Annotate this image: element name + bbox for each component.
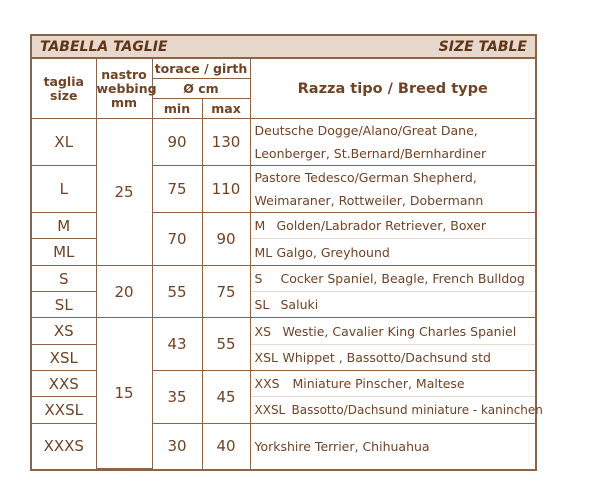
min-cell: 35 xyxy=(151,370,203,424)
breed-cell: Pastore Tedesco/German Shepherd, Weimaran… xyxy=(249,165,535,213)
table-row: XSL XSL Whippet , Bassotto/Dachsund std xyxy=(32,344,535,371)
min-cell: 55 xyxy=(151,265,203,318)
breed-cell: S Cocker Spaniel, Beagle, French Bulldog xyxy=(249,265,535,292)
table-title-bar: TABELLA TAGLIE SIZE TABLE xyxy=(32,36,535,59)
max-cell: 110 xyxy=(201,165,251,213)
breed-cell: SL Saluki xyxy=(249,291,535,318)
size-cell: ML xyxy=(32,238,97,266)
size-cell: S xyxy=(32,265,97,292)
max-cell: 130 xyxy=(201,118,251,166)
breed-cell: XS Westie, Cavalier King Charles Spaniel xyxy=(249,317,535,345)
size-cell: XXS xyxy=(32,370,97,397)
table-row: ML ML Galgo, Greyhound xyxy=(32,238,535,266)
breed-cell: XSL Whippet , Bassotto/Dachsund std xyxy=(249,344,535,371)
breed-cell: XXS Miniature Pinscher, Maltese xyxy=(249,370,535,397)
breed-cell: XXSL Bassotto/Dachsund miniature - kaninc… xyxy=(249,396,543,424)
size-cell: XS xyxy=(32,317,97,345)
size-cell: SL xyxy=(32,291,97,318)
breed-cell: Yorkshire Terrier, Chihuahua xyxy=(249,423,535,469)
header-breed: Razza tipo / Breed type xyxy=(249,59,535,119)
min-cell: 75 xyxy=(151,165,203,213)
webbing-cell: 15 xyxy=(95,317,153,469)
min-cell: 90 xyxy=(151,118,203,166)
table-row: L 75 110 Pastore Tedesco/German Shepherd… xyxy=(32,165,535,213)
breed-cell: M Golden/Labrador Retriever, Boxer xyxy=(249,212,535,239)
size-cell: XXSL xyxy=(32,396,97,424)
table-row: XXXS 30 40 Yorkshire Terrier, Chihuahua xyxy=(32,423,535,469)
webbing-cell: 20 xyxy=(95,265,153,318)
max-cell: 55 xyxy=(201,317,251,371)
table-row: XXSL XXSL Bassotto/Dachsund miniature - k… xyxy=(32,396,543,424)
max-cell: 40 xyxy=(201,423,251,469)
size-cell: XXXS xyxy=(32,423,97,469)
table-row: SL SL Saluki xyxy=(32,291,535,318)
header-min: min xyxy=(152,98,203,119)
min-cell: 70 xyxy=(151,212,203,266)
min-cell: 43 xyxy=(151,317,203,371)
breed-cell: Deutsche Dogge/Alano/Great Dane, Leonberg… xyxy=(249,118,535,166)
table-row: S 20 55 75 S Cocker Spaniel, Beagle, Fren… xyxy=(32,265,535,318)
table-row: XL 25 90 130 Deutsche Dogge/Alano/Great … xyxy=(32,118,535,266)
header-girth: torace / girth xyxy=(151,59,251,79)
header-size: taglia size xyxy=(32,59,97,119)
max-cell: 75 xyxy=(201,265,251,318)
size-cell: XL xyxy=(32,118,97,166)
min-cell: 30 xyxy=(151,423,203,469)
table-row: XS 15 43 55 XS Westie, Cavalier King Char… xyxy=(32,317,535,469)
max-cell: 90 xyxy=(201,212,251,266)
size-cell: L xyxy=(32,165,97,213)
header-max: max xyxy=(201,98,250,119)
max-cell: 45 xyxy=(201,370,251,424)
size-cell: M xyxy=(32,212,97,239)
header-girth-unit: Ø cm xyxy=(152,78,250,99)
webbing-cell: 25 xyxy=(95,118,153,266)
size-grid: taglia size nastro webbing mm torace / girt… xyxy=(32,59,543,469)
size-cell: XSL xyxy=(32,344,97,371)
title-italian: TABELLA TAGLIE xyxy=(40,38,168,55)
breed-cell: ML Galgo, Greyhound xyxy=(249,238,535,266)
header-webbing: nastro webbing mm xyxy=(95,59,157,119)
title-english: SIZE TABLE xyxy=(438,38,527,55)
size-table: TABELLA TAGLIE SIZE TABLE taglia size nas… xyxy=(30,34,543,471)
